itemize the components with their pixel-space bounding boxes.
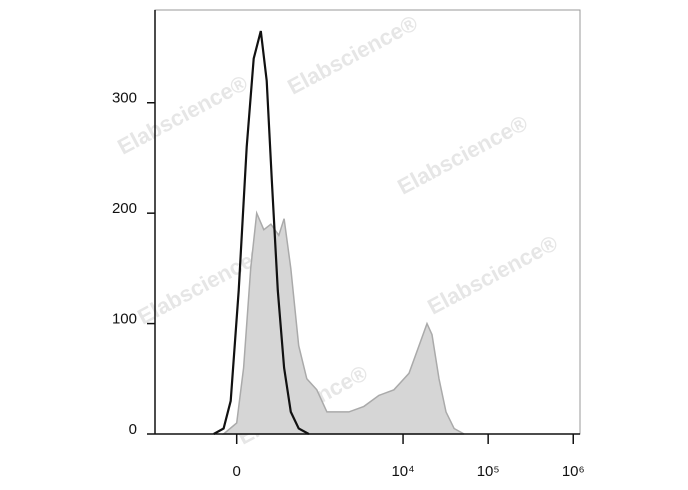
x-tick-label: 10⁶ <box>562 463 585 480</box>
histogram-line <box>213 30 310 435</box>
watermark: Elabscience® <box>393 110 531 199</box>
histogram-area <box>221 210 465 435</box>
watermark: Elabscience® <box>113 70 251 159</box>
watermark: Elabscience® <box>423 230 561 319</box>
x-tick-label: 10⁵ <box>477 463 500 480</box>
x-tick-label: 10⁴ <box>391 463 414 480</box>
y-tick-label: 200 <box>112 200 137 217</box>
y-tick-label: 100 <box>112 311 137 328</box>
watermark: Elabscience® <box>283 10 421 99</box>
x-tick-label: 0 <box>233 463 241 480</box>
y-tick-label: 300 <box>112 90 137 107</box>
plot-frame <box>154 9 581 435</box>
y-tick-label: 0 <box>129 421 137 438</box>
